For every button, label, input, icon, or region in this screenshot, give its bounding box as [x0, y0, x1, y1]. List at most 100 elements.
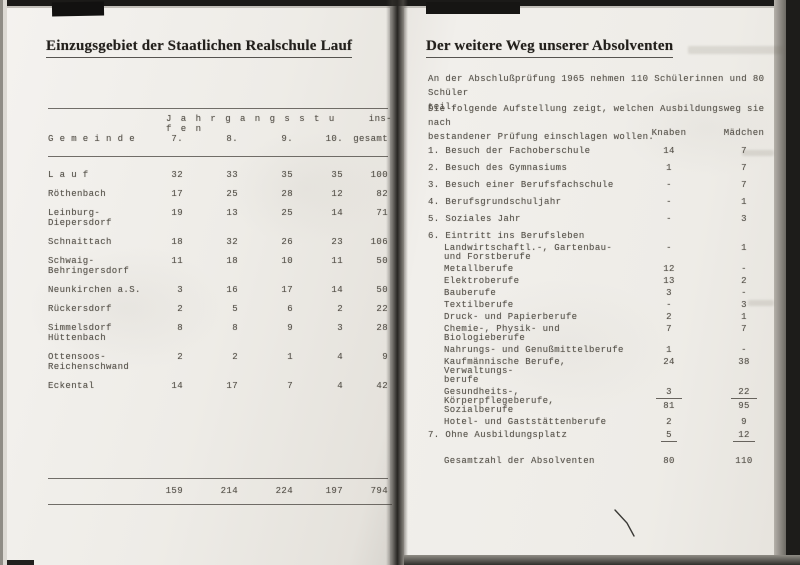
item7-girls-value: 12: [733, 430, 755, 442]
header-col-8: 8.: [226, 134, 238, 144]
job-row: Gesundheits-, Körperpflegeberufe, Sozial…: [428, 388, 784, 415]
job-girls-value: 2: [741, 276, 747, 286]
subtotal-boys-value: 81: [663, 401, 675, 411]
gemeinde-cell: Neunkirchen a.S.: [48, 285, 152, 295]
value-grade7: 2: [177, 352, 183, 362]
job-row: Druck- und Papierberufe 2 1: [428, 313, 784, 322]
item-boys-value: 1: [666, 163, 672, 173]
path-items-list: 1. Besuch der Fachoberschule 14 7 2. Bes…: [428, 146, 784, 248]
intro-paragraph-2: Die folgende Aufstellung zeigt, welchen …: [428, 102, 784, 144]
value-total: 9: [343, 352, 388, 372]
value-grade10: 4: [337, 381, 343, 391]
totals-spacer: [48, 486, 152, 496]
left-page: [6, 8, 390, 565]
table-body: L a u f 32 33 35 35 100 Röthenbach 17 25…: [48, 170, 392, 400]
gemeinde-cell: Rückersdorf: [48, 304, 152, 314]
gemeinde-cell: Ottensoos- Reichenschwand: [48, 352, 152, 372]
value-grade10: 2: [337, 304, 343, 314]
table-totals-row: 159 214 224 197 794: [48, 486, 392, 496]
job-boys-value: -: [666, 243, 672, 253]
item-boys-value: -: [666, 180, 672, 190]
value-total: 71: [376, 208, 388, 218]
job-girls-value: -: [741, 288, 747, 298]
header-knaben: Knaben: [651, 128, 687, 138]
table-rule-top: [48, 108, 388, 109]
path-item-row: 5. Soziales Jahr - 3: [428, 214, 784, 224]
job-row: Elektroberufe 13 2: [428, 277, 784, 286]
job-girls-value: 38: [738, 357, 750, 367]
table-rule-above-totals: [48, 478, 388, 479]
gemeinde-name: Neunkirchen a.S.: [48, 285, 141, 295]
scan-left-edge-highlight: [3, 0, 7, 565]
job-row: Chemie-, Physik- und Biologieberufe 7 7: [428, 325, 784, 343]
value-grade9: 26: [281, 237, 293, 247]
value-total: 50: [376, 285, 388, 295]
value-grade7: 8: [177, 323, 183, 333]
value-grade7: 11: [171, 256, 183, 266]
jobs-subtotal-row: 81 95: [428, 398, 784, 411]
subtotal-rule-boys: [656, 398, 682, 399]
table-rule-header: [48, 156, 388, 157]
item-boys-value: 14: [663, 146, 675, 156]
right-page: [404, 8, 782, 558]
job-boys-value: 13: [663, 276, 675, 286]
table-row: Simmelsdorf Hüttenbach 8 8 9 3 28: [48, 323, 392, 343]
total-grade8: 214: [220, 486, 238, 496]
job-row: Bauberufe 3 -: [428, 289, 784, 298]
path-item-label: 2. Besuch des Gymnasiums: [428, 163, 634, 173]
job-girls-value: -: [741, 345, 747, 355]
table-row: Röthenbach 17 25 28 12 82: [48, 189, 392, 199]
value-grade10: 11: [331, 256, 343, 266]
job-label: Gesundheits-, Körperpflegeberufe, Sozial…: [428, 388, 634, 415]
gemeinde-cell: Leinburg- Diepersdorf: [48, 208, 152, 228]
path-item-row: 6. Eintritt ins Berufsleben: [428, 231, 784, 241]
header-col-7: 7.: [171, 134, 183, 144]
job-label-line2: berufe: [444, 375, 479, 385]
gemeinde-name-line2: Diepersdorf: [48, 218, 112, 228]
item-text: Eintritt ins Berufsleben: [445, 231, 585, 241]
header-spacer: [48, 114, 152, 134]
gemeinde-name: Simmelsdorf: [48, 323, 112, 333]
job-label: Elektroberufe: [428, 277, 634, 286]
item-number: 1.: [428, 146, 440, 156]
table-row: Rückersdorf 2 5 6 2 22: [48, 304, 392, 314]
table-row: Neunkirchen a.S. 3 16 17 14 50: [48, 285, 392, 295]
table-row: Ottensoos- Reichenschwand 2 2 1 4 9: [48, 352, 392, 372]
item7-boys-value: 5: [661, 430, 677, 442]
header-gesamt: gesamt: [353, 134, 388, 144]
item-girls-value: 7: [741, 163, 747, 173]
item-girls-value: 7: [741, 180, 747, 190]
item-text: Berufsgrundschuljahr: [445, 197, 562, 207]
value-grade10: 3: [337, 323, 343, 333]
gemeinde-cell: Eckental: [48, 381, 152, 391]
scan-right-edge-gray: [774, 0, 786, 565]
job-label-line1: Hotel- und Gaststättenberufe: [444, 417, 607, 427]
scan-artifact-blob-left: [51, 1, 105, 17]
value-grade9: 7: [287, 381, 293, 391]
grand-total-row: Gesamtzahl der Absolventen 80 110: [428, 456, 784, 466]
value-grade10: 12: [331, 189, 343, 199]
job-label-line1: Elektroberufe: [444, 276, 520, 286]
job-row: Metallberufe 12 -: [428, 265, 784, 274]
item7-girls-cell: 12: [704, 430, 784, 442]
job-boys-value: 1: [666, 345, 672, 355]
value-grade10: 23: [331, 237, 343, 247]
value-grade9: 9: [287, 323, 293, 333]
value-grade9: 10: [281, 256, 293, 266]
intro-p1-line2: teil.: [428, 102, 458, 112]
left-page-title: Einzugsgebiet der Staatlichen Realschule…: [46, 38, 353, 58]
job-girls-value: 3: [741, 300, 747, 310]
subtotal-boys-cell: 81: [634, 398, 704, 411]
item-text: Besuch des Gymnasiums: [445, 163, 568, 173]
job-label-line2: und Forstberufe: [444, 252, 532, 262]
table-row: Leinburg- Diepersdorf 19 13 25 14 71: [48, 208, 392, 228]
value-total: 22: [376, 304, 388, 314]
total-grade10: 197: [325, 486, 343, 496]
item-boys-value: -: [666, 197, 672, 207]
gemeinde-name: Schnaittach: [48, 237, 112, 247]
header-maedchen: Mädchen: [723, 128, 765, 138]
subtotal-girls-cell: 95: [704, 398, 784, 411]
value-grade9: 35: [281, 170, 293, 180]
gemeinde-cell: Schwaig- Behringersdorf: [48, 256, 152, 276]
intro-p2-line1: Die folgende Aufstellung zeigt, welchen …: [428, 104, 765, 128]
